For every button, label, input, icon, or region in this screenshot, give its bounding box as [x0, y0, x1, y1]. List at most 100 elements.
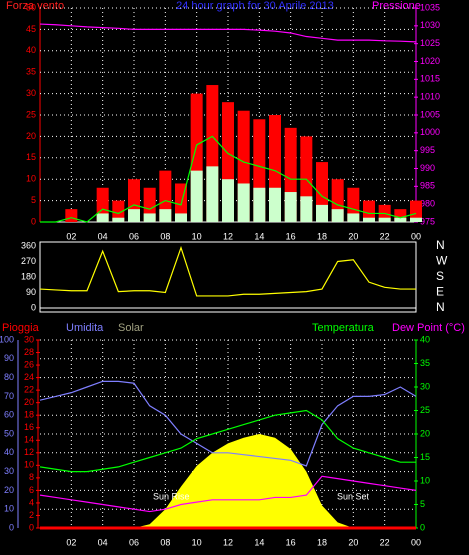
bar [128, 209, 140, 222]
x-tick-label: 08 [160, 537, 170, 547]
annotation: Sun Set [337, 491, 370, 501]
y-tick-label: 0 [31, 216, 36, 226]
y2-tick-label: 0 [9, 522, 14, 532]
y-tick-label: 16 [24, 422, 34, 432]
y2-tick-label: 20 [4, 485, 14, 495]
bar [190, 170, 203, 222]
legend-rain: Pioggia [2, 322, 40, 334]
x-tick-label: 10 [192, 537, 202, 547]
x-tick-label: 00 [411, 231, 421, 241]
x-tick-label: 08 [160, 231, 170, 241]
y3-tick-label: 5 [420, 499, 425, 509]
x-tick-label: 04 [98, 537, 108, 547]
y-tick-label: 0 [29, 522, 34, 532]
bar [410, 217, 422, 222]
line [39, 409, 416, 473]
y2-tick-label: 1025 [420, 38, 440, 48]
y2-tick-label: E [436, 285, 444, 299]
x-tick-label: 20 [348, 537, 358, 547]
bar [394, 217, 407, 222]
bar [159, 209, 172, 222]
y-tick-label: 28 [24, 347, 34, 357]
y-tick-label: 90 [26, 287, 36, 297]
panel-frame [39, 241, 417, 313]
y2-tick-label: 1000 [420, 127, 440, 137]
y2-tick-label: 90 [4, 353, 14, 363]
y-tick-label: 15 [26, 152, 36, 162]
y-tick-label: 24 [24, 372, 34, 382]
area [40, 434, 416, 528]
bar [253, 187, 266, 222]
bar [112, 217, 125, 222]
y2-tick-label: 985 [420, 181, 435, 191]
bar [143, 213, 156, 222]
y3-tick-label: 15 [420, 452, 430, 462]
x-tick-label: 14 [254, 537, 264, 547]
y2-tick-label: 60 [4, 410, 14, 420]
x-tick-label: 22 [380, 537, 390, 547]
legend-humidity: Umidita [66, 322, 104, 334]
y-tick-label: 5 [31, 195, 36, 205]
x-tick-label: 14 [254, 231, 264, 241]
y-tick-label: 26 [24, 359, 34, 369]
x-tick-label: 10 [192, 231, 202, 241]
x-tick-label: 12 [223, 231, 233, 241]
bar [269, 187, 281, 222]
y2-tick-label: 100 [0, 334, 14, 344]
bar [96, 213, 109, 222]
bar [331, 209, 344, 222]
y2-tick-label: 40 [4, 447, 14, 457]
y2-tick-label: 980 [420, 199, 435, 209]
x-tick-label: 00 [411, 537, 421, 547]
y-tick-label: 12 [24, 447, 34, 457]
line [39, 475, 417, 513]
chart-title: 24 hour graph for 30 Aprile 2013 [176, 0, 334, 12]
x-tick-label: 04 [98, 231, 108, 241]
y2-tick-label: 975 [420, 216, 435, 226]
y-tick-label: 18 [24, 410, 34, 420]
x-tick-label: 02 [66, 231, 76, 241]
y3-tick-label: 35 [420, 358, 430, 368]
annotation: Sun Rise [153, 491, 190, 501]
y2-tick-label: 80 [4, 372, 14, 382]
y2-tick-label: 70 [4, 391, 14, 401]
y3-tick-label: 25 [420, 405, 430, 415]
line [39, 380, 417, 467]
bar [65, 209, 78, 222]
y-tick-label: 30 [26, 88, 36, 98]
y2-tick-label: 50 [4, 428, 14, 438]
x-tick-label: 16 [286, 537, 296, 547]
y-tick-label: 45 [26, 24, 36, 34]
y3-tick-label: 10 [420, 475, 430, 485]
y-tick-label: 20 [26, 131, 36, 141]
y-tick-label: 50 [26, 2, 36, 12]
y2-tick-label: N [436, 300, 445, 314]
y-tick-label: 40 [26, 45, 36, 55]
y-tick-label: 4 [29, 497, 34, 507]
y2-tick-label: S [436, 269, 444, 283]
y2-tick-label: W [436, 254, 448, 268]
y2-tick-label: 995 [420, 145, 435, 155]
x-tick-label: 22 [380, 231, 390, 241]
x-tick-label: 18 [317, 231, 327, 241]
legend-dew-point: Dew Point (°C) [392, 322, 465, 334]
bar [363, 200, 375, 222]
y-tick-label: 2 [29, 510, 34, 520]
y-tick-label: 8 [29, 472, 34, 482]
legend-solar: Solar [118, 322, 144, 334]
bar [206, 166, 219, 222]
y-tick-label: 22 [24, 385, 34, 395]
bar [237, 183, 250, 222]
y-tick-label: 10 [26, 174, 36, 184]
y-tick-label: 180 [21, 271, 36, 281]
y2-tick-label: 1030 [420, 20, 440, 30]
y2-tick-label: 1005 [420, 109, 440, 119]
bar [284, 192, 297, 222]
x-tick-label: 16 [286, 231, 296, 241]
y-tick-label: 270 [21, 256, 36, 266]
x-tick-label: 02 [66, 537, 76, 547]
bar [222, 179, 234, 222]
line [39, 23, 417, 43]
pressure-axis-title: Pressione [372, 0, 421, 12]
bar [347, 213, 360, 222]
